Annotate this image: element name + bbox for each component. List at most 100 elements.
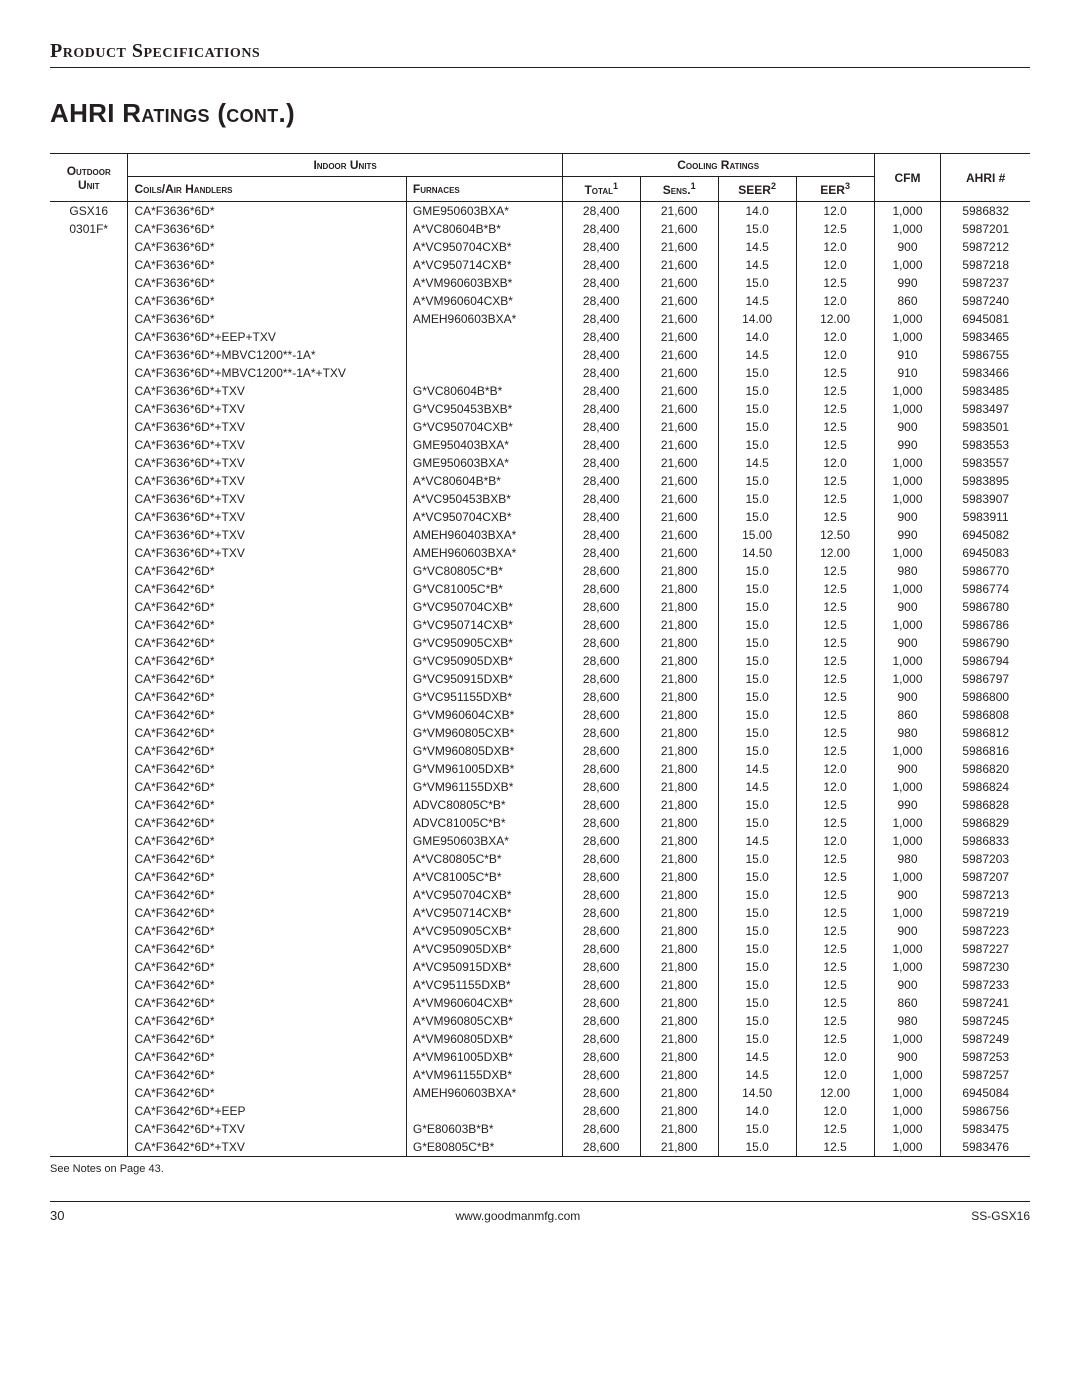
sens-cell: 21,800 <box>640 958 718 976</box>
eer-cell: 12.5 <box>796 1120 874 1138</box>
eer-cell: 12.5 <box>796 796 874 814</box>
cfm-cell: 1,000 <box>874 202 941 221</box>
cfm-cell: 990 <box>874 526 941 544</box>
ahri-cell: 5987233 <box>941 976 1030 994</box>
sens-cell: 21,600 <box>640 238 718 256</box>
ahri-cell: 5986824 <box>941 778 1030 796</box>
ahri-cell: 5987241 <box>941 994 1030 1012</box>
sens-cell: 21,800 <box>640 670 718 688</box>
seer-cell: 15.0 <box>718 436 796 454</box>
sens-cell: 21,800 <box>640 868 718 886</box>
table-row: CA*F3642*6D*+TXVG*E80805C*B*28,60021,800… <box>50 1138 1030 1157</box>
total-cell: 28,600 <box>562 634 640 652</box>
table-row: CA*F3636*6D*+TXVA*VC80604B*B*28,40021,60… <box>50 472 1030 490</box>
coils-cell: CA*F3642*6D* <box>128 760 406 778</box>
ahri-cell: 5986780 <box>941 598 1030 616</box>
seer-cell: 14.5 <box>718 832 796 850</box>
furnaces-cell: A*VC80604B*B* <box>406 220 562 238</box>
furnaces-cell: GME950403BXA* <box>406 436 562 454</box>
furnaces-cell: G*E80805C*B* <box>406 1138 562 1157</box>
outdoor-cell <box>50 1102 128 1120</box>
furnaces-cell: A*VC950704CXB* <box>406 238 562 256</box>
cfm-cell: 1,000 <box>874 310 941 328</box>
outdoor-cell <box>50 940 128 958</box>
total-cell: 28,400 <box>562 508 640 526</box>
table-row: CA*F3642*6D*G*VC950714CXB*28,60021,80015… <box>50 616 1030 634</box>
furnaces-cell: A*VC950704CXB* <box>406 508 562 526</box>
seer-cell: 15.0 <box>718 616 796 634</box>
furnaces-cell: A*VM961005DXB* <box>406 1048 562 1066</box>
ahri-cell: 5983553 <box>941 436 1030 454</box>
cfm-cell: 1,000 <box>874 220 941 238</box>
table-row: CA*F3636*6D*+TXVAMEH960403BXA*28,40021,6… <box>50 526 1030 544</box>
seer-cell: 15.0 <box>718 742 796 760</box>
table-row: CA*F3642*6D*A*VC81005C*B*28,60021,80015.… <box>50 868 1030 886</box>
eer-cell: 12.5 <box>796 994 874 1012</box>
total-cell: 28,600 <box>562 976 640 994</box>
seer-cell: 15.0 <box>718 1120 796 1138</box>
eer-cell: 12.0 <box>796 256 874 274</box>
sens-cell: 21,600 <box>640 382 718 400</box>
outdoor-cell <box>50 346 128 364</box>
eer-cell: 12.5 <box>796 940 874 958</box>
seer-cell: 15.0 <box>718 634 796 652</box>
ahri-cell: 5987203 <box>941 850 1030 868</box>
ahri-cell: 5987212 <box>941 238 1030 256</box>
coils-cell: CA*F3642*6D* <box>128 670 406 688</box>
ahri-cell: 5987218 <box>941 256 1030 274</box>
outdoor-cell <box>50 1012 128 1030</box>
header-ahri: AHRI # <box>941 154 1030 202</box>
table-row: GSX16CA*F3636*6D*GME950603BXA*28,40021,6… <box>50 202 1030 221</box>
eer-cell: 12.5 <box>796 274 874 292</box>
coils-cell: CA*F3636*6D* <box>128 238 406 256</box>
seer-cell: 14.5 <box>718 238 796 256</box>
ahri-cell: 5986770 <box>941 562 1030 580</box>
cfm-cell: 900 <box>874 886 941 904</box>
ahri-cell: 5983465 <box>941 328 1030 346</box>
outdoor-cell <box>50 868 128 886</box>
total-cell: 28,600 <box>562 904 640 922</box>
cfm-cell: 900 <box>874 976 941 994</box>
outdoor-cell <box>50 418 128 436</box>
seer-cell: 15.00 <box>718 526 796 544</box>
total-cell: 28,400 <box>562 544 640 562</box>
outdoor-cell <box>50 1084 128 1102</box>
cfm-cell: 1,000 <box>874 958 941 976</box>
seer-cell: 15.0 <box>718 472 796 490</box>
cfm-cell: 990 <box>874 436 941 454</box>
table-row: CA*F3642*6D*A*VM961005DXB*28,60021,80014… <box>50 1048 1030 1066</box>
coils-cell: CA*F3636*6D*+TXV <box>128 490 406 508</box>
table-row: CA*F3636*6D*+MBVC1200**-1A*28,40021,6001… <box>50 346 1030 364</box>
total-cell: 28,400 <box>562 364 640 382</box>
seer-cell: 15.0 <box>718 976 796 994</box>
furnaces-cell: GME950603BXA* <box>406 202 562 221</box>
ahri-cell: 5986812 <box>941 724 1030 742</box>
eer-cell: 12.5 <box>796 1138 874 1157</box>
coils-cell: CA*F3642*6D* <box>128 976 406 994</box>
sens-cell: 21,800 <box>640 616 718 634</box>
furnaces-cell: G*VC950453BXB* <box>406 400 562 418</box>
seer-cell: 14.5 <box>718 1048 796 1066</box>
sens-cell: 21,600 <box>640 472 718 490</box>
coils-cell: CA*F3642*6D* <box>128 706 406 724</box>
coils-cell: CA*F3636*6D* <box>128 256 406 274</box>
furnaces-cell: A*VC950905CXB* <box>406 922 562 940</box>
table-row: CA*F3636*6D*+TXVG*VC950704CXB*28,40021,6… <box>50 418 1030 436</box>
seer-cell: 14.0 <box>718 328 796 346</box>
coils-cell: CA*F3642*6D* <box>128 886 406 904</box>
table-row: CA*F3636*6D*A*VM960604CXB*28,40021,60014… <box>50 292 1030 310</box>
furnaces-cell <box>406 346 562 364</box>
sens-cell: 21,600 <box>640 436 718 454</box>
sens-cell: 21,600 <box>640 508 718 526</box>
sens-cell: 21,600 <box>640 292 718 310</box>
outdoor-cell <box>50 1138 128 1157</box>
outdoor-cell <box>50 958 128 976</box>
seer-cell: 14.5 <box>718 454 796 472</box>
header-cooling-ratings: Cooling Ratings <box>562 154 874 177</box>
coils-cell: CA*F3642*6D* <box>128 814 406 832</box>
coils-cell: CA*F3636*6D*+TXV <box>128 418 406 436</box>
furnaces-cell <box>406 364 562 382</box>
sens-cell: 21,600 <box>640 256 718 274</box>
eer-cell: 12.5 <box>796 634 874 652</box>
outdoor-cell: 0301F* <box>50 220 128 238</box>
